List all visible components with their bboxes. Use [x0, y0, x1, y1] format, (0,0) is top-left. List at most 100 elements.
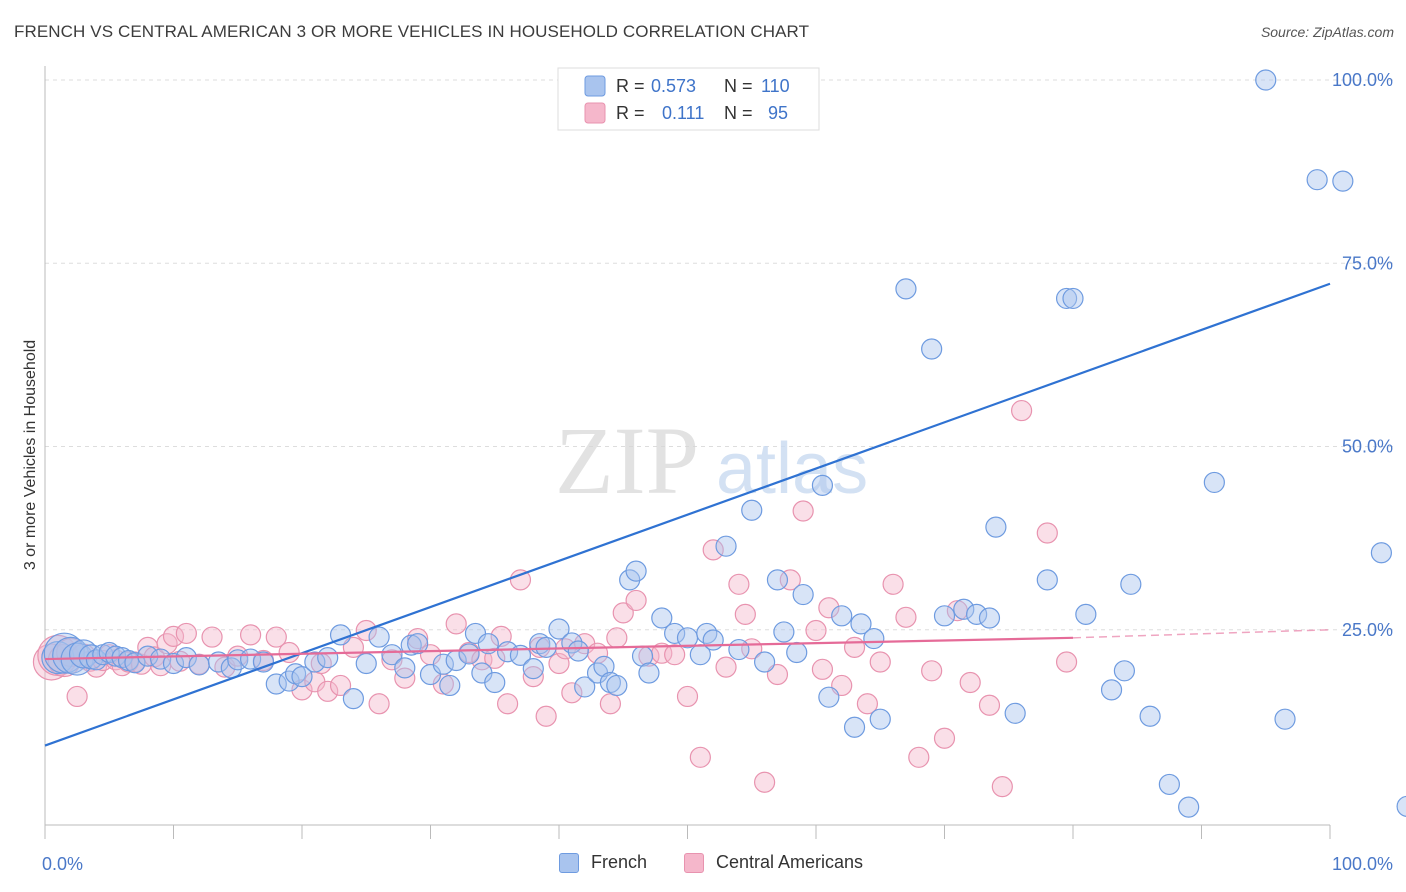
central-americans-point-82	[869, 651, 891, 673]
central-americans-point-67	[702, 539, 724, 561]
chart-title: FRENCH VS CENTRAL AMERICAN 3 OR MORE VEH…	[14, 22, 810, 41]
central-americans-point-83	[882, 573, 904, 595]
french-point-108	[1396, 795, 1406, 817]
legend-swatch-french	[559, 852, 579, 873]
y-tick-label-25: 25.0%	[1342, 620, 1393, 640]
french-point-93	[1055, 287, 1078, 310]
watermark: ZIP atlas	[555, 407, 868, 514]
central-americans-point-4	[66, 685, 88, 708]
french-point-104	[1274, 708, 1296, 730]
french-point-94	[1062, 287, 1084, 310]
y-axis-label: 3 or more Vehicles in Household	[22, 340, 39, 570]
french-point-31	[355, 652, 377, 675]
central-americans-point-65	[676, 685, 699, 708]
central-americans-point-90	[978, 694, 1001, 716]
legend-top: R = 0.573 N = 110 R = 0.111 N = 95	[557, 67, 820, 131]
central-americans-point-60	[612, 602, 634, 624]
central-americans-point-93	[1036, 522, 1058, 544]
french-point-105	[1306, 169, 1328, 191]
central-americans-point-73	[766, 663, 789, 686]
french-point-51	[548, 618, 570, 640]
french-point-4	[68, 639, 99, 669]
french-point-78	[818, 686, 840, 708]
french-point-39	[439, 674, 461, 697]
central-americans-point-68	[715, 656, 737, 678]
french-point-41	[458, 643, 480, 665]
central-americans-point-29	[278, 641, 300, 664]
french-point-53	[567, 640, 589, 662]
french-point-28	[317, 647, 339, 669]
french-point-22	[252, 651, 275, 673]
french-point-63	[651, 607, 673, 629]
central-americans-point-55	[561, 682, 583, 704]
central-americans-point-52	[535, 705, 557, 727]
legend-label-central: Central Americans	[716, 852, 864, 872]
french-point-14	[150, 648, 172, 670]
tick-labels: 25.0% 50.0% 75.0% 100.0% 0.0% 100.0%	[42, 70, 1393, 874]
french-point-73	[766, 569, 789, 591]
french-point-95	[1075, 603, 1097, 625]
french-point-81	[850, 613, 872, 635]
french-point-76	[792, 583, 814, 606]
legend-label-french: French	[591, 852, 648, 872]
central-americans-point-59	[606, 627, 628, 649]
french-point-30	[342, 688, 364, 710]
trend-lines	[44, 282, 1331, 747]
central-americans-point-37	[368, 693, 390, 715]
french-point-62	[638, 662, 660, 684]
central-americans-point-23	[201, 626, 223, 648]
x-tick-label-100: 100.0%	[1332, 854, 1393, 874]
central-americans-point-34	[329, 674, 352, 697]
french-point-32	[368, 626, 390, 648]
french-point-102	[1203, 471, 1225, 494]
central-americans-point-94	[1055, 651, 1078, 673]
central-americans-point-33	[317, 680, 339, 702]
central-americans-point-89	[959, 671, 981, 694]
central-americans-point-92	[1010, 399, 1033, 422]
french-point-83	[869, 708, 891, 730]
central-americans-point-84	[895, 606, 917, 628]
central-americans-point-19	[162, 625, 185, 647]
legend-central-n-value: 95	[768, 103, 788, 123]
french-point-100	[1158, 773, 1180, 796]
french-point-64	[664, 622, 686, 645]
central-americans-point-58	[599, 693, 622, 715]
french-point-69	[715, 535, 737, 557]
central-americans-point-40	[407, 627, 429, 650]
central-americans-point-74	[779, 569, 801, 591]
french-point-36	[407, 633, 429, 655]
french-point-88	[966, 603, 988, 625]
legend-french-r-label: R =	[616, 76, 645, 96]
y-tick-label-100: 100.0%	[1332, 70, 1393, 90]
central-americans-point-72	[753, 771, 776, 793]
french-point-58	[606, 674, 628, 697]
french-point-23	[265, 673, 287, 695]
french-point-91	[1004, 702, 1026, 724]
central-americans-trend-extension	[1072, 629, 1331, 639]
legend-swatch-central	[684, 852, 704, 873]
french-point-67	[696, 622, 718, 645]
central-americans-point-76	[805, 619, 827, 642]
central-americans-point-64	[664, 644, 686, 666]
central-americans-point-61	[625, 589, 647, 612]
french-point-85	[921, 338, 943, 360]
central-americans-point-38	[381, 649, 403, 671]
central-americans-point-78	[818, 597, 840, 619]
french-point-79	[831, 605, 853, 627]
legend-french-r-value: 0.573	[651, 76, 696, 96]
french-point-92	[1036, 569, 1058, 591]
french-point-77	[811, 474, 834, 496]
french-point-35	[400, 634, 422, 656]
central-americans-point-28	[265, 626, 287, 648]
french-point-89	[978, 607, 1001, 629]
legend-french-swatch	[584, 75, 606, 97]
central-americans-point-66	[689, 746, 711, 768]
french-point-17	[188, 654, 210, 676]
central-americans-point-86	[921, 660, 943, 682]
legend-central-r-value: 0.111	[662, 103, 704, 123]
french-point-27	[304, 651, 326, 673]
french-point-106	[1332, 170, 1354, 192]
french-point-56	[593, 655, 615, 678]
french-point-26	[291, 666, 313, 688]
